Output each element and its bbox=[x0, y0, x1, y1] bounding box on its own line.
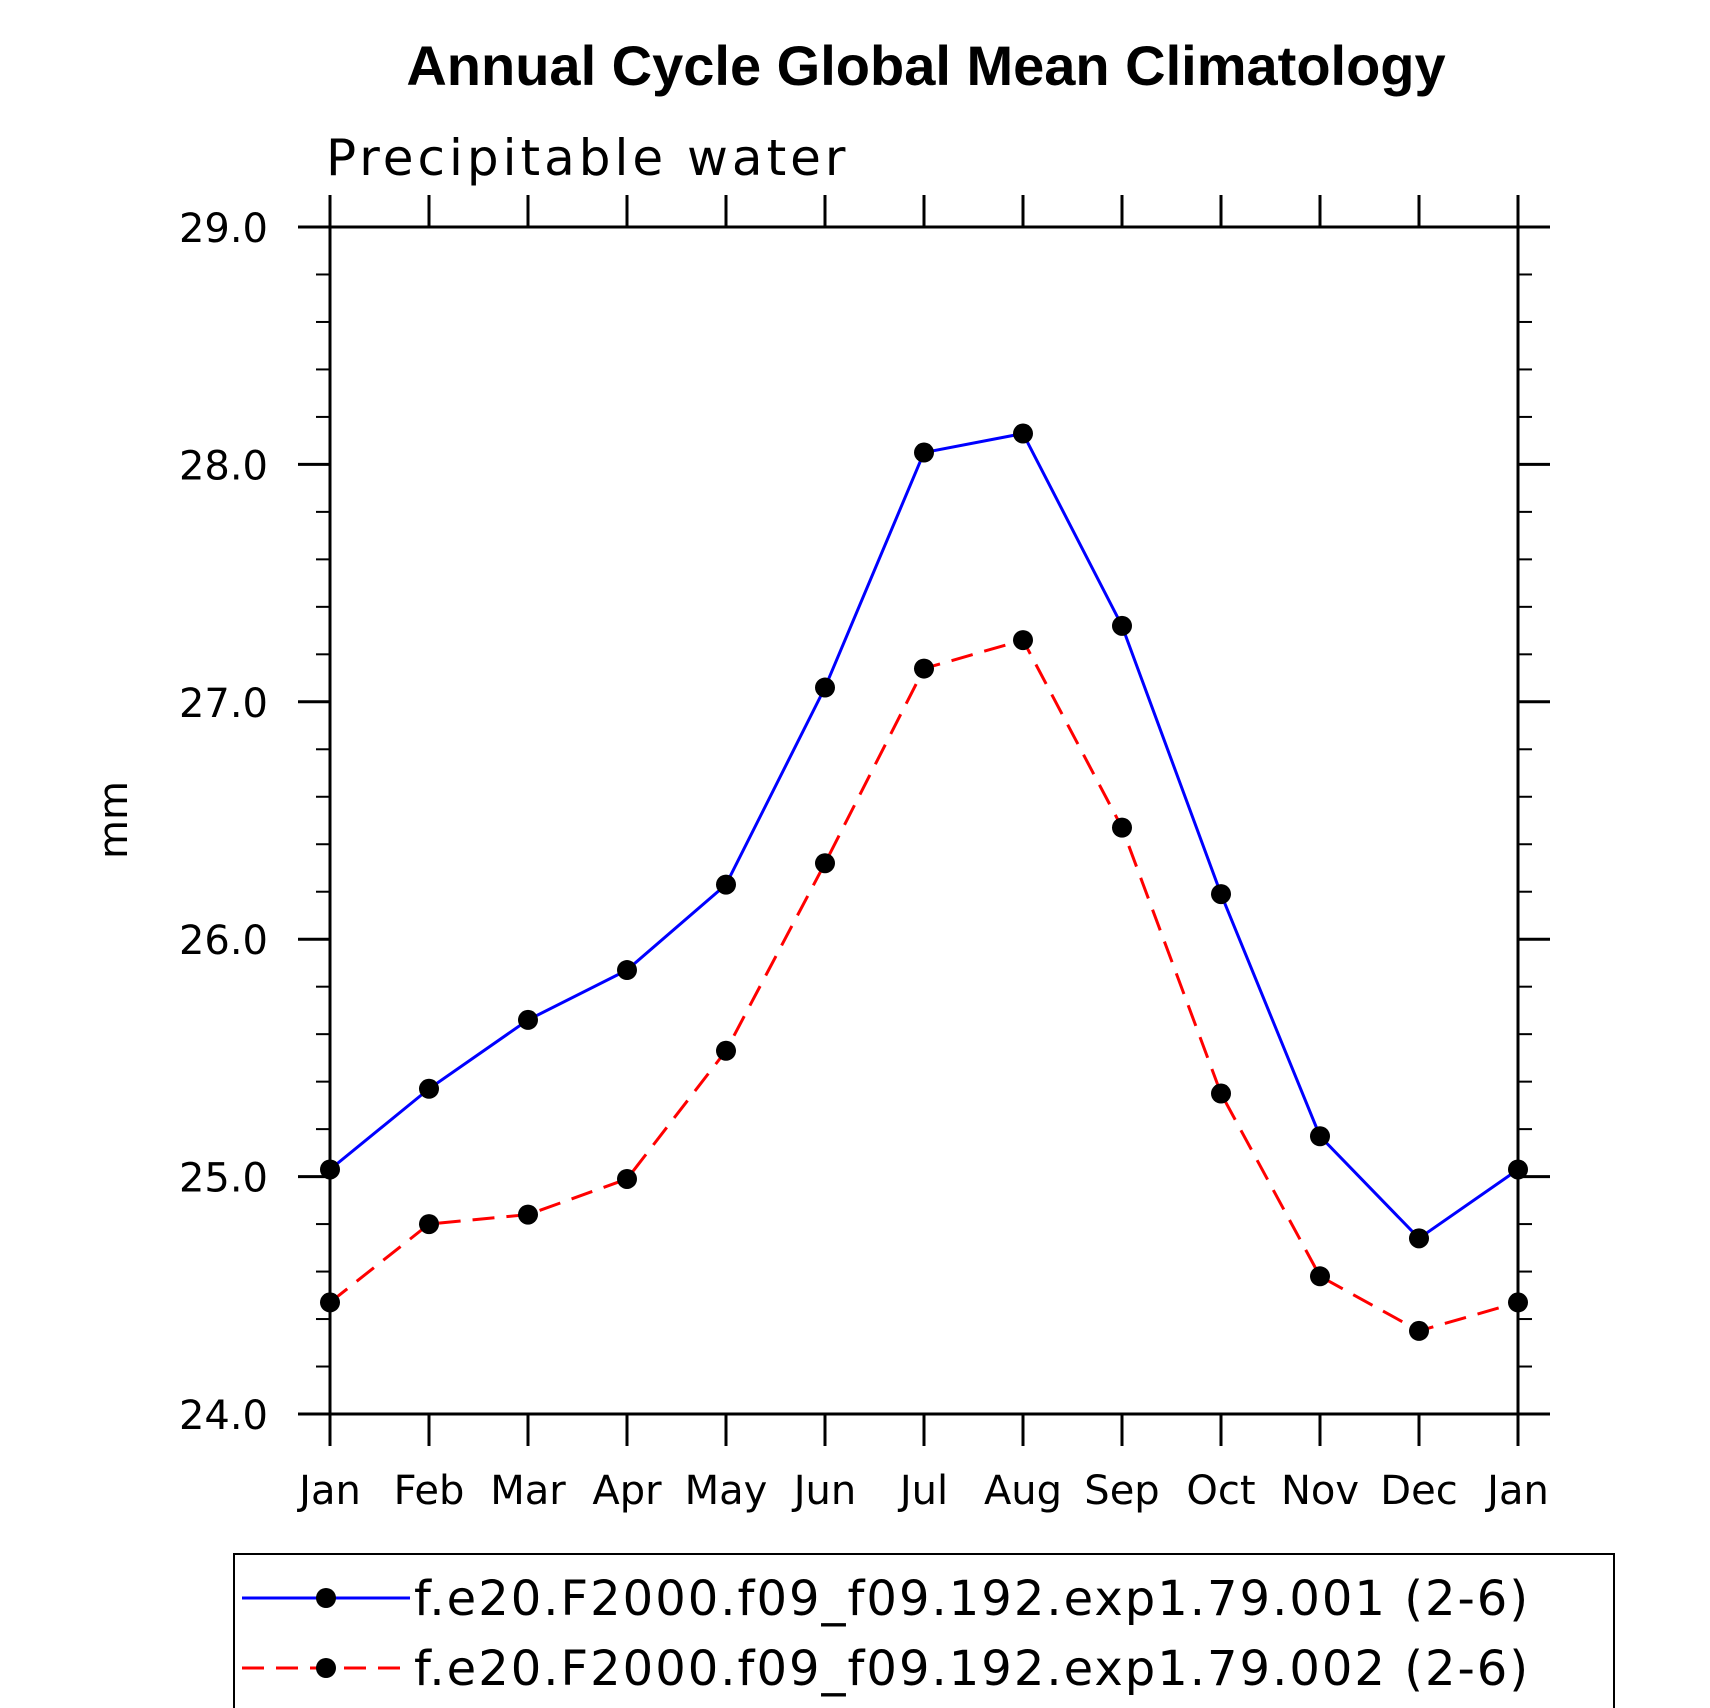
series-1-point bbox=[1310, 1126, 1330, 1147]
series-2-point bbox=[1211, 1083, 1231, 1104]
series-1-point bbox=[1013, 423, 1033, 444]
series-1-point bbox=[716, 874, 736, 895]
series-1-point bbox=[518, 1009, 538, 1030]
series-2-point bbox=[419, 1214, 439, 1235]
series-1-point bbox=[320, 1159, 340, 1180]
x-tick-label: Jan bbox=[296, 1468, 361, 1514]
legend: f.e20.F2000.f09_f09.192.exp1.79.001 (2-6… bbox=[233, 1553, 1615, 1708]
series-line-2 bbox=[329, 638, 1519, 1333]
x-tick-label: Jun bbox=[791, 1468, 857, 1514]
legend-box bbox=[233, 1553, 1615, 1708]
series-2-point bbox=[1112, 817, 1132, 838]
y-tick-labels: 24.0 25.0 26.0 27.0 28.0 29.0 bbox=[179, 206, 268, 1439]
series-2-point bbox=[320, 1292, 340, 1313]
series-1-point bbox=[914, 442, 934, 463]
y-tick-label: 26.0 bbox=[179, 918, 268, 964]
series-2-point bbox=[1310, 1266, 1330, 1287]
series-1-point bbox=[1508, 1159, 1528, 1180]
x-tick-label: Aug bbox=[984, 1468, 1062, 1514]
x-tick-label: May bbox=[685, 1468, 768, 1514]
series-1-point bbox=[1409, 1228, 1429, 1249]
series-1-point bbox=[419, 1078, 439, 1099]
plot-frame bbox=[328, 225, 1520, 1416]
series-1-point bbox=[1112, 615, 1132, 636]
y-tick-label: 27.0 bbox=[179, 681, 268, 727]
series-2-point bbox=[914, 658, 934, 679]
x-tick-label: Feb bbox=[394, 1468, 465, 1514]
series-2-point bbox=[716, 1040, 736, 1061]
x-tick-label: Nov bbox=[1281, 1468, 1359, 1514]
series-2-point bbox=[518, 1204, 538, 1225]
x-tick-label: Oct bbox=[1186, 1468, 1255, 1514]
y-tick-label: 24.0 bbox=[179, 1393, 268, 1439]
series-group bbox=[320, 423, 1528, 1341]
axis-ticks bbox=[298, 195, 1550, 1446]
y-tick-label: 28.0 bbox=[179, 443, 268, 489]
x-tick-label: Mar bbox=[490, 1468, 566, 1514]
y-axis-label: mm bbox=[91, 781, 137, 859]
x-tick-label: Sep bbox=[1084, 1468, 1159, 1514]
series-2-point bbox=[617, 1168, 637, 1189]
series-2-point bbox=[1508, 1292, 1528, 1313]
series-2-point bbox=[1013, 630, 1033, 651]
x-tick-label: Apr bbox=[592, 1468, 662, 1514]
legend-marker-series-1 bbox=[316, 1588, 336, 1608]
chart-title: Annual Cycle Global Mean Climatology bbox=[406, 34, 1445, 97]
x-tick-label: Jul bbox=[897, 1468, 948, 1514]
legend-label-series-1: f.e20.F2000.f09_f09.192.exp1.79.001 (2-6… bbox=[414, 1571, 1530, 1627]
series-1-point bbox=[815, 677, 835, 698]
series-1-point bbox=[1211, 884, 1231, 905]
legend-marker-series-2 bbox=[316, 1658, 336, 1678]
series-1-point bbox=[617, 960, 637, 981]
x-tick-labels: Jan Feb Mar Apr May Jun Jul Aug Sep Oct Nov Dec Jan bbox=[296, 1468, 1549, 1514]
series-2-point bbox=[1409, 1320, 1429, 1341]
y-tick-label: 29.0 bbox=[179, 206, 268, 252]
chart-subtitle: Precipitable water bbox=[326, 129, 850, 187]
series-2-point bbox=[815, 853, 835, 874]
x-tick-label: Jan bbox=[1484, 1468, 1549, 1514]
x-tick-label: Dec bbox=[1380, 1468, 1457, 1514]
y-tick-label: 25.0 bbox=[179, 1156, 268, 1202]
series-line-1 bbox=[329, 431, 1519, 1241]
legend-label-series-2: f.e20.F2000.f09_f09.192.exp1.79.002 (2-6… bbox=[414, 1641, 1530, 1697]
